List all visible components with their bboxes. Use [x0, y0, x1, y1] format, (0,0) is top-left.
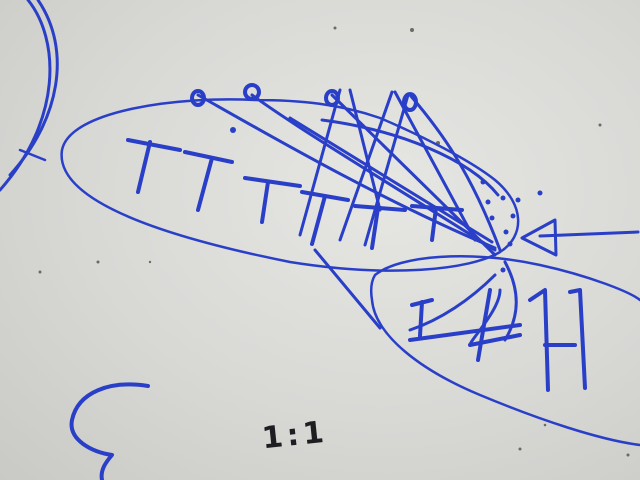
t-group-oval [60, 98, 520, 272]
dot-group-oval [369, 255, 640, 447]
left-partial-circle [0, 0, 59, 192]
arrow [520, 218, 640, 257]
connecting-lines [196, 88, 518, 347]
lower-shapes [408, 288, 587, 392]
dots [230, 127, 543, 273]
ratio-annotation: 1:1 [260, 414, 330, 457]
bottom-left-curve [69, 382, 150, 480]
top-loops [190, 83, 418, 112]
